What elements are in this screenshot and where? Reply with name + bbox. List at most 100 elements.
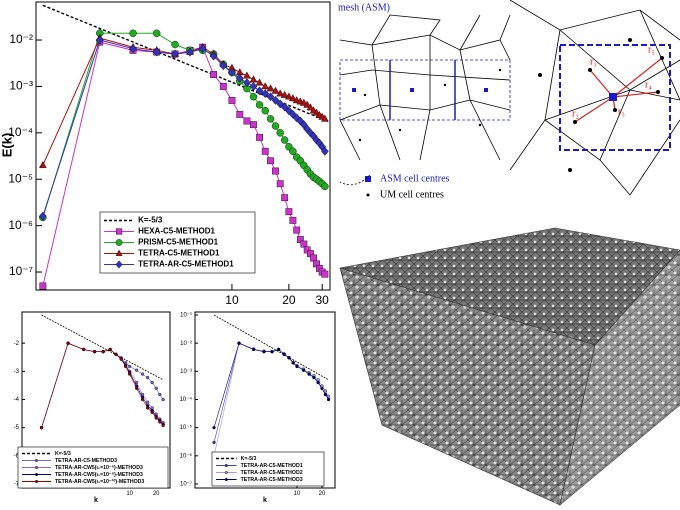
y-tick-label: 10⁻²: [180, 341, 192, 347]
y-tick-label: 10⁻⁶: [8, 218, 33, 232]
series-group: [38, 4, 330, 290]
point: [306, 103, 315, 111]
point: [271, 86, 280, 94]
y-tick-label: 10⁻⁴: [180, 396, 193, 403]
point: [101, 350, 105, 354]
y-tick-label: -2: [14, 341, 20, 347]
point: [276, 347, 281, 352]
point: [38, 161, 47, 169]
chart: 10 20 -2 -3 -4 -5 -6 -7 k K=-5/3TETRA-AR-C5-METHO…: [14, 311, 171, 504]
point: [280, 136, 289, 144]
x-tick-label: 20: [282, 293, 296, 307]
point: [150, 380, 154, 385]
mesh-diagram: [339, 0, 680, 197]
point: [39, 282, 47, 290]
y-tick-label: -7: [14, 482, 20, 488]
point: [152, 47, 161, 57]
point: [95, 35, 104, 45]
x-axis-label: k: [94, 497, 98, 504]
legend-label: PRISM-C5-METHOD1: [138, 238, 219, 247]
point: [212, 426, 216, 430]
point: [171, 49, 179, 59]
y-tick-label: 10⁻⁴: [8, 125, 33, 139]
point: [271, 95, 280, 105]
legend-marker: [35, 473, 38, 476]
point: [296, 236, 304, 243]
point: [289, 147, 297, 156]
point: [249, 93, 258, 101]
point: [129, 29, 137, 37]
mesh-3d: [339, 227, 680, 506]
point: [123, 364, 128, 369]
legend-label: TETRA-AR-CW5(ι₁=10⁻⁸)-METHOD3: [55, 472, 143, 478]
legend-marker: [115, 228, 123, 235]
point: [135, 368, 139, 372]
point: [280, 102, 289, 112]
point: [326, 397, 331, 402]
y-tick-label: 10⁻⁷: [180, 481, 192, 488]
legend-marker: [224, 478, 228, 481]
point: [186, 47, 194, 57]
vector-label: r₂: [572, 108, 579, 119]
y-tick-label: -6: [14, 453, 20, 459]
point: [146, 406, 150, 410]
point: [150, 410, 154, 414]
point: [276, 129, 284, 137]
x-axis-label: k: [263, 497, 267, 504]
y-tick-label: 10⁻⁵: [180, 424, 193, 431]
chart: 10 20 30 10⁻² 10⁻³ 10⁻⁴ 10⁻⁵ 10⁻⁶ 10⁻⁷ E(k) K=-5/3…: [0, 1, 331, 307]
x-tick-label: 10: [294, 491, 301, 497]
point: [295, 364, 299, 369]
y-tick-label: 10⁻⁶: [180, 452, 193, 459]
point: [108, 347, 112, 352]
legend-label: TETRA-C5-METHOD1: [138, 249, 220, 258]
legend-marker: [115, 260, 123, 269]
point: [320, 386, 324, 390]
series-group: [39, 314, 165, 430]
legend-label: TETRA-AR-C5-METHOD3: [241, 477, 303, 483]
point: [316, 378, 320, 382]
point: [256, 133, 263, 141]
point: [251, 347, 256, 352]
point: [140, 397, 145, 402]
point: [261, 89, 270, 99]
point: [135, 386, 139, 390]
point: [158, 392, 162, 397]
y-tick-label: -3: [14, 369, 20, 375]
point: [285, 208, 293, 216]
y-tick-label: 10⁻⁷: [9, 264, 33, 278]
legend-marker: [115, 239, 123, 246]
point: [66, 341, 70, 345]
vector-label: r₁: [590, 56, 597, 67]
legend-label: HEXA-C5-METHOD1: [138, 227, 215, 236]
x-tick-label: 20: [153, 491, 160, 497]
x-tick-label: 10: [225, 293, 239, 307]
point: [154, 386, 158, 390]
point: [301, 368, 306, 372]
legend-label: K=-5/3: [241, 456, 257, 462]
point: [39, 211, 47, 221]
legend-box: [211, 451, 325, 487]
legend-label: ASM cell centres: [380, 173, 450, 184]
legend-marker: [115, 249, 123, 257]
point: [154, 416, 158, 420]
y-tick-label: 10⁻³: [9, 79, 33, 93]
point: [209, 51, 218, 61]
point: [280, 90, 289, 98]
point: [267, 157, 274, 165]
point: [266, 84, 275, 92]
point: [291, 361, 295, 365]
legend-label: TETRA-AR-CW5(ι₁=10⁻¹⁰)-METHOD3: [55, 479, 144, 485]
point: [219, 61, 228, 71]
legend-label: K=-5/3: [138, 216, 163, 225]
point: [285, 92, 293, 100]
point: [282, 352, 286, 357]
point: [235, 73, 244, 83]
point: [255, 78, 264, 86]
chart: 10 2010⁻¹10⁻²10⁻³10⁻⁴10⁻⁵10⁻⁶10⁻⁷kK=-5/3T…: [180, 311, 336, 504]
point: [171, 40, 179, 49]
point: [237, 341, 241, 345]
point: [228, 67, 236, 77]
point: [228, 96, 236, 104]
